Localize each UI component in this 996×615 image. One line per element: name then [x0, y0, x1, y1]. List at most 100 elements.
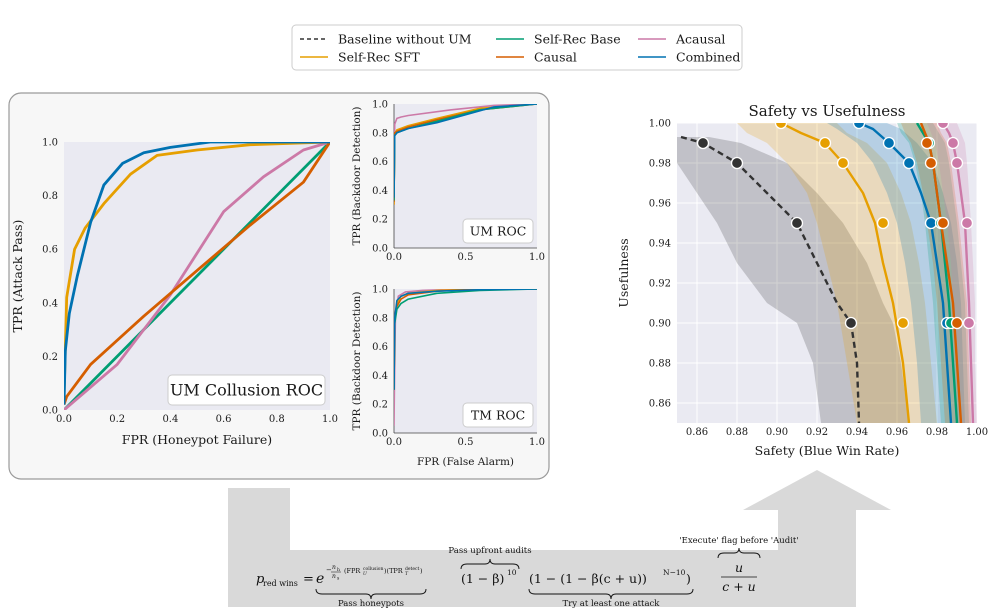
y-tick-label: 0.6 — [42, 245, 58, 256]
chart-title-box — [462, 218, 534, 244]
formula-t3-sup: N−10 — [663, 568, 686, 577]
chart-title: UM Collusion ROC — [170, 381, 323, 400]
x-tick-label: 0.90 — [766, 427, 788, 438]
y-tick-label: 0.88 — [649, 359, 671, 370]
y-axis-label: TPR (Backdoor Detection) — [351, 291, 363, 430]
marker-self-rec-sft — [896, 316, 910, 330]
x-axis-label: Safety (Blue Win Rate) — [755, 443, 900, 458]
marker-causal — [936, 216, 950, 230]
y-tick-label: 0.86 — [649, 399, 671, 410]
formula-exp-tpr: )(TPR — [384, 567, 404, 575]
legend-label: Acausal — [675, 32, 725, 47]
x-axis-label: FPR (Honeypot Failure) — [122, 432, 272, 447]
series-layer — [394, 104, 537, 205]
marker-acausal — [950, 156, 964, 170]
marker-acausal — [936, 123, 950, 130]
marker-causal — [950, 316, 964, 330]
legend-box — [291, 24, 743, 71]
marker-combined — [852, 123, 866, 130]
brace — [528, 588, 694, 600]
y-tick-label: 0.94 — [649, 239, 671, 250]
band-self-rec-sft — [737, 123, 937, 423]
x-tick-label: 0.94 — [846, 427, 868, 438]
formula-exp-pre: − — [326, 566, 332, 574]
y-tick-label: 0.92 — [649, 279, 671, 290]
formula-t2-sup: 10 — [507, 568, 517, 577]
chart-title-box — [462, 402, 534, 428]
chart-title: Safety vs Usefulness — [748, 102, 905, 120]
line-combined — [394, 104, 537, 198]
line-acausal — [394, 104, 537, 205]
y-axis-label: Usefulness — [616, 238, 631, 307]
y-tick-label: 0.0 — [42, 406, 58, 417]
y-tick-label: 0.90 — [649, 319, 671, 330]
formula-exp-tpr-sup: detect — [405, 566, 420, 572]
marker-acausal — [946, 136, 960, 150]
line-self-rec-base — [64, 142, 330, 410]
legend: Baseline without UM Self-Rec SFT Self-Rec … — [291, 24, 743, 71]
formula-eq: = — [303, 572, 314, 587]
y-tick-label: 0.0 — [372, 244, 388, 255]
legend-item-acausal: Acausal — [638, 32, 725, 47]
y-tick-label: 0.2 — [42, 352, 58, 363]
y-tick-label: 0.96 — [649, 199, 671, 210]
formula-lhs: p — [256, 572, 265, 587]
brace — [460, 558, 520, 570]
y-tick-label: 0.6 — [372, 342, 388, 353]
legend-label: Baseline without UM — [338, 32, 472, 47]
formula-brace-try-attack: Try at least one attack — [563, 599, 661, 609]
y-tick-label: 1.00 — [649, 119, 671, 130]
legend-item-self-rec-base: Self-Rec Base — [496, 32, 621, 47]
formula-frac-num: u — [735, 560, 743, 575]
line-self-rec-sft — [780, 123, 911, 423]
marker-acausal — [960, 216, 974, 230]
marker-causal — [924, 156, 938, 170]
band-combined — [827, 123, 965, 423]
x-tick-label: 1.0 — [322, 414, 338, 425]
formula-exp-nh: n — [332, 564, 336, 571]
line-acausal — [64, 142, 330, 410]
formula-exp-nh-sub: h — [337, 567, 340, 573]
x-tick-label: 0.2 — [109, 414, 125, 425]
marker-baseline-without-um — [844, 316, 858, 330]
line-combined — [394, 289, 537, 390]
marker-combined — [924, 216, 938, 230]
marker-self-rec-sft — [774, 123, 788, 130]
formula-exp-nsub: n — [332, 573, 336, 580]
series-layer — [64, 142, 330, 410]
formula-exp-base: e — [316, 571, 324, 587]
chart-title-box — [167, 374, 326, 406]
line-causal — [64, 142, 330, 406]
x-tick-label: 1.0 — [529, 252, 545, 263]
y-tick-label: 0.4 — [42, 298, 58, 309]
flow-arrow — [228, 470, 891, 607]
formula-exp-fpr: (FPR — [344, 567, 361, 575]
formula-exp-fpr-sup: collusion — [363, 566, 383, 572]
y-tick-label: 1.0 — [372, 100, 388, 111]
formula-t3-close: ) — [686, 571, 691, 586]
marker-combined — [902, 156, 916, 170]
legend-label: Self-Rec SFT — [338, 50, 420, 65]
y-tick-label: 0.8 — [372, 128, 388, 139]
x-tick-label: 0.0 — [386, 437, 402, 448]
y-tick-label: 0.2 — [372, 400, 388, 411]
brace — [315, 588, 427, 600]
legend-item-causal: Causal — [496, 50, 577, 65]
x-tick-label: 0.5 — [458, 437, 474, 448]
band-causal — [901, 123, 971, 423]
x-tick-label: 0.0 — [386, 252, 402, 263]
x-tick-label: 0.5 — [458, 252, 474, 263]
band-baseline-without-um — [677, 137, 909, 423]
formula-brace-execute: 'Execute' flag before 'Audit' — [679, 536, 798, 546]
marker-baseline-without-um — [790, 216, 804, 230]
x-tick-label: 1.00 — [966, 427, 988, 438]
legend-item-self-rec-sft: Self-Rec SFT — [300, 50, 420, 65]
formula-brace-pass-honeypots: Pass honeypots — [338, 599, 404, 609]
x-tick-label: 0.8 — [269, 414, 285, 425]
formula-t2: (1 − β) — [461, 571, 504, 586]
arrow-shape — [228, 470, 891, 607]
marker-causal — [920, 136, 934, 150]
um-collusion-roc-chart: 0.0 0.2 0.4 0.6 0.8 1.0 0.0 0.2 0.4 0.6 0.8 1.0 UM C… — [10, 138, 338, 448]
tm-roc-chart: 0.0 0.5 1.0 0.0 0.2 0.4 0.6 0.8 1.0 TM ROC FPR (Fa… — [351, 285, 545, 469]
